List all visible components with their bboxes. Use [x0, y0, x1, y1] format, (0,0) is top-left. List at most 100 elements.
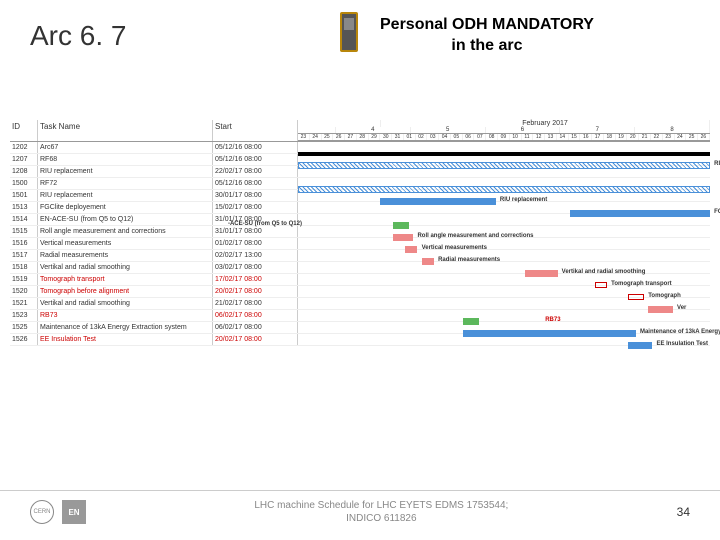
row-start: 03/02/17 08:00 — [213, 262, 298, 273]
row-id: 1526 — [10, 334, 38, 345]
row-id: 1514 — [10, 214, 38, 225]
day-cell: 29 — [369, 134, 381, 140]
day-cell: 21 — [639, 134, 651, 140]
table-row: 1525Maintenance of 13kA Energy Extractio… — [10, 322, 710, 334]
table-row: 1518Vertikal and radial smoothing03/02/1… — [10, 262, 710, 274]
col-task-header: Task Name — [38, 120, 213, 141]
row-start: 06/02/17 08:00 — [213, 322, 298, 333]
day-cell: 08 — [486, 134, 498, 140]
bar-label: FGClite deployement — [714, 209, 720, 215]
week-cell: 6 — [486, 127, 561, 133]
day-cell: 13 — [545, 134, 557, 140]
table-row: 1521Vertikal and radial smoothing21/02/1… — [10, 298, 710, 310]
col-id-header: ID — [10, 120, 38, 141]
row-task: Arc67 — [38, 142, 213, 153]
footer-line1: LHC machine Schedule for LHC EYETS EDMS … — [86, 499, 677, 512]
day-cell: 12 — [533, 134, 545, 140]
mandatory-line2: in the arc — [380, 36, 594, 57]
gantt-bar — [422, 258, 434, 265]
bar-label: RB73 — [545, 317, 560, 323]
gantt-bar — [463, 318, 479, 325]
phone-icon — [340, 12, 358, 52]
row-task: Vertical measurements — [38, 238, 213, 249]
row-start: 21/02/17 08:00 — [213, 298, 298, 309]
bar-label: Radial measurements — [438, 257, 500, 263]
day-cell: 06 — [463, 134, 475, 140]
week-cell: 4 — [336, 127, 411, 133]
day-cell: 16 — [580, 134, 592, 140]
gantt-bar — [628, 294, 644, 300]
row-task: Tomograph before alignment — [38, 286, 213, 297]
day-cell: 09 — [498, 134, 510, 140]
week-cell: 7 — [560, 127, 635, 133]
row-task: RF72 — [38, 178, 213, 189]
gantt-chart: ID Task Name Start February 2017 45678 2… — [10, 120, 710, 346]
row-task: RF68 — [38, 154, 213, 165]
gantt-bar — [570, 210, 710, 217]
table-row: 1517Radial measurements02/02/17 13:00Rad… — [10, 250, 710, 262]
en-logo-icon: EN — [62, 500, 86, 524]
row-task: Roll angle measurement and corrections — [38, 226, 213, 237]
row-id: 1520 — [10, 286, 38, 297]
row-start: 15/02/17 08:00 — [213, 202, 298, 213]
day-cell: 25 — [686, 134, 698, 140]
mandatory-line1: Personal ODH MANDATORY — [380, 15, 594, 36]
bar-label: RIU — [714, 161, 720, 167]
day-cell: 17 — [592, 134, 604, 140]
table-row: 1513FGClite deployement15/02/17 08:00FGC… — [10, 202, 710, 214]
gantt-bar — [393, 234, 414, 241]
row-task: RIU replacement — [38, 190, 213, 201]
bar-label: Roll angle measurement and corrections — [417, 233, 533, 239]
day-cell: 28 — [357, 134, 369, 140]
row-start: 17/02/17 08:00 — [213, 274, 298, 285]
day-cell: 02 — [416, 134, 428, 140]
row-start: 30/01/17 08:00 — [213, 190, 298, 201]
row-start: 05/12/16 08:00 — [213, 142, 298, 153]
week-cell: 8 — [635, 127, 710, 133]
gantt-bar — [298, 162, 710, 169]
footer-text: LHC machine Schedule for LHC EYETS EDMS … — [86, 499, 677, 525]
table-row: 1516Vertical measurements01/02/17 08:00V… — [10, 238, 710, 250]
day-cell: 05 — [451, 134, 463, 140]
table-row: 1515Roll angle measurement and correctio… — [10, 226, 710, 238]
gantt-bar — [380, 198, 495, 205]
gantt-bar — [595, 282, 607, 288]
row-id: 1515 — [10, 226, 38, 237]
table-row: 1207RF6805/12/16 08:00RIU — [10, 154, 710, 166]
gantt-bar — [463, 330, 636, 337]
gantt-bar — [628, 342, 653, 349]
day-cell: 26 — [698, 134, 710, 140]
row-id: 1516 — [10, 238, 38, 249]
day-cell: 03 — [427, 134, 439, 140]
bar-label: EE Insulation Test — [656, 341, 708, 347]
gantt-bar — [298, 152, 710, 156]
day-cell: 23 — [298, 134, 310, 140]
day-cell: 24 — [675, 134, 687, 140]
row-task: Maintenance of 13kA Energy Extraction sy… — [38, 322, 213, 333]
day-cell: 26 — [333, 134, 345, 140]
row-start: 20/02/17 08:00 — [213, 334, 298, 345]
row-task: Vertikal and radial smoothing — [38, 298, 213, 309]
row-id: 1523 — [10, 310, 38, 321]
day-cell: 25 — [322, 134, 334, 140]
bar-label: RIU replacement — [500, 197, 547, 203]
day-cell: 07 — [474, 134, 486, 140]
day-cell: 14 — [557, 134, 569, 140]
row-id: 1513 — [10, 202, 38, 213]
row-task: EE Insulation Test — [38, 334, 213, 345]
day-cell: 18 — [604, 134, 616, 140]
cern-logo-icon: CERN — [30, 500, 54, 524]
col-start-header: Start — [213, 120, 298, 141]
day-cell: 04 — [439, 134, 451, 140]
row-start: 05/12/16 08:00 — [213, 154, 298, 165]
row-id: 1525 — [10, 322, 38, 333]
gantt-header: ID Task Name Start February 2017 45678 2… — [10, 120, 710, 142]
bar-label: Vertical measurements — [422, 245, 487, 251]
table-row: 1519Tomograph transport17/02/17 08:00Tom… — [10, 274, 710, 286]
gantt-bar — [393, 222, 409, 229]
page-title: Arc 6. 7 — [30, 20, 126, 52]
bar-label: -ACE-SU (from Q5 to Q12) — [228, 221, 302, 227]
day-cell: 27 — [345, 134, 357, 140]
row-start: 31/01/17 08:00 — [213, 226, 298, 237]
row-id: 1521 — [10, 298, 38, 309]
